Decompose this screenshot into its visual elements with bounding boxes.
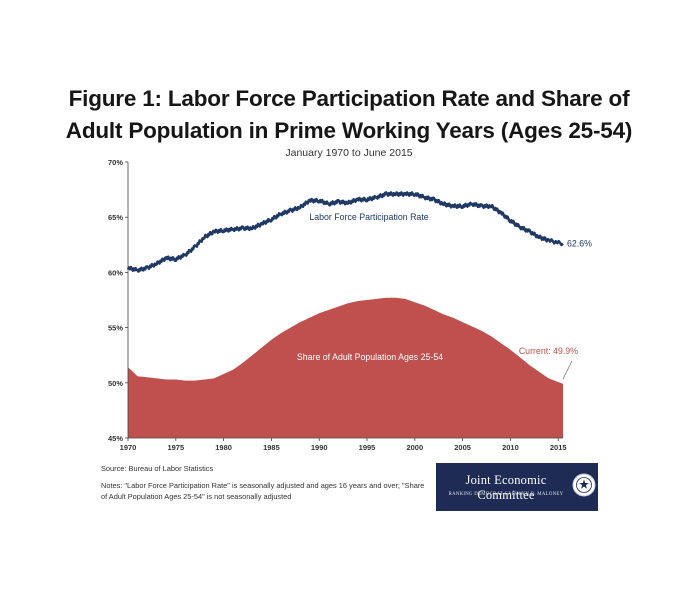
share-end-label: Current: 49.9% <box>519 346 578 356</box>
share-population-area <box>128 297 563 438</box>
x-tick-label: 1990 <box>311 443 328 452</box>
x-tick-label: 1975 <box>167 443 184 452</box>
y-tick-label: 45% <box>108 434 123 443</box>
logo-subtitle: RANKING DEMOCRAT CAROLYN B. MALONEY <box>448 492 564 497</box>
share-series-label: Share of Adult Population Ages 25-54 <box>297 352 443 362</box>
x-tick-label: 2015 <box>550 443 567 452</box>
y-tick-label: 55% <box>108 324 123 333</box>
congress-seal-icon <box>572 473 596 497</box>
participation-series-label: Labor Force Participation Rate <box>309 212 428 222</box>
chart-title-line-2: Adult Population in Prime Working Years … <box>65 118 633 143</box>
x-tick-label: 1980 <box>215 443 232 452</box>
y-tick-label: 70% <box>108 158 123 167</box>
participation-end-label: 62.6% <box>567 239 592 249</box>
share-end-leader-line <box>562 360 573 380</box>
notes-text: Notes: "Labor Force Participation Rate" … <box>101 481 425 501</box>
jec-logo: Joint Economic Committee RANKING DEMOCRA… <box>436 463 598 511</box>
chart-subtitle: January 1970 to June 2015 <box>285 147 413 159</box>
x-tick-label: 2000 <box>406 443 423 452</box>
y-tick-label: 60% <box>108 268 123 277</box>
area-layer <box>128 297 563 438</box>
x-tick-label: 1995 <box>359 443 376 452</box>
source-note: Source: Bureau of Labor Statistics <box>101 464 214 473</box>
label-layer: Labor Force Participation Rate 62.6% Share… <box>297 212 592 380</box>
x-tick-label: 2005 <box>454 443 471 452</box>
logo-title: Joint Economic Committee <box>465 473 547 502</box>
participation-rate-line <box>126 191 564 273</box>
x-tick-label: 1985 <box>263 443 280 452</box>
y-tick-label: 65% <box>108 213 123 222</box>
line-layer <box>126 191 564 273</box>
chart-title-line-1: Figure 1: Labor Force Participation Rate… <box>68 86 630 111</box>
x-tick-label: 2010 <box>502 443 519 452</box>
axis-layer: 70% 65% 60% 55% 50% 45%1970 1975 1980 1985 1990 19… <box>108 158 567 452</box>
y-tick-label: 50% <box>108 379 123 388</box>
x-tick-label: 1970 <box>120 443 137 452</box>
